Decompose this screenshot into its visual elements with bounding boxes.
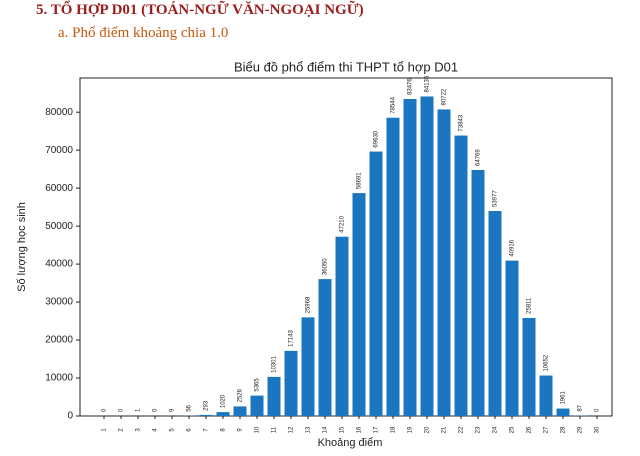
bar <box>488 211 502 416</box>
value-label: 9 <box>170 408 176 412</box>
x-tick-label: 23 <box>476 426 482 433</box>
value-label: 1 <box>136 408 142 412</box>
x-tick-label: 10 <box>255 426 261 433</box>
x-tick-label: 13 <box>306 426 312 433</box>
x-tick-label: 28 <box>561 426 567 433</box>
x-tick-label: 25 <box>510 426 516 433</box>
value-label: 69630 <box>374 130 380 147</box>
x-tick-label: 17 <box>374 426 380 433</box>
value-label: 84135 <box>425 75 431 92</box>
bar <box>352 193 366 416</box>
x-tick-label: 3 <box>136 428 142 432</box>
value-label: 0 <box>595 408 601 412</box>
x-tick-label: 20 <box>425 426 431 433</box>
bar <box>301 317 315 416</box>
y-tick-label: 40000 <box>45 259 73 270</box>
bar <box>199 414 213 416</box>
x-tick-label: 7 <box>204 428 210 432</box>
x-tick-label: 6 <box>187 428 193 432</box>
value-label: 0 <box>153 408 159 412</box>
x-tick-label: 18 <box>391 426 397 433</box>
value-label: 78544 <box>391 96 397 113</box>
value-label: 25968 <box>306 296 312 313</box>
bar <box>216 412 230 416</box>
x-tick-label: 26 <box>527 426 533 433</box>
y-tick-label: 50000 <box>45 221 73 232</box>
x-tick-label: 9 <box>238 428 244 432</box>
value-label: 1961 <box>561 391 567 405</box>
x-tick-label: 15 <box>340 426 346 433</box>
value-label: 10652 <box>544 354 550 371</box>
bar <box>454 135 468 416</box>
x-tick-label: 14 <box>323 426 329 433</box>
y-tick-label: 0 <box>67 411 73 422</box>
value-label: 87 <box>578 404 584 411</box>
value-label: 0 <box>102 408 108 412</box>
x-tick-label: 1 <box>102 428 108 432</box>
y-tick-label: 10000 <box>45 373 73 384</box>
x-tick-label: 16 <box>357 426 363 433</box>
value-label: 0 <box>119 408 125 412</box>
x-tick-label: 24 <box>493 426 499 433</box>
value-label: 80722 <box>442 88 448 105</box>
x-tick-label: 21 <box>442 426 448 433</box>
value-label: 40916 <box>510 239 516 256</box>
value-label: 1020 <box>221 394 227 408</box>
bar <box>284 350 298 416</box>
x-axis-label: Khoảng điểm <box>318 437 383 449</box>
x-tick-label: 29 <box>578 426 584 433</box>
y-tick-label: 20000 <box>45 335 73 346</box>
bar <box>556 408 570 416</box>
x-tick-label: 11 <box>272 426 278 433</box>
value-label: 58691 <box>357 172 363 189</box>
value-label: 17143 <box>289 330 295 347</box>
x-tick-label: 8 <box>221 428 227 432</box>
x-tick-label: 19 <box>408 426 414 433</box>
bar <box>437 109 451 416</box>
value-label: 53977 <box>493 190 499 207</box>
x-tick-label: 27 <box>544 426 550 433</box>
chart-title: Biểu đồ phổ điểm thi THPT tổ hợp D01 <box>234 59 458 74</box>
value-label: 83476 <box>408 78 414 95</box>
bar <box>369 151 383 416</box>
value-label: 73843 <box>459 114 465 131</box>
x-tick-label: 12 <box>289 426 295 433</box>
bar <box>318 279 332 416</box>
bar <box>233 406 247 416</box>
x-tick-label: 30 <box>595 426 601 433</box>
y-tick-label: 80000 <box>45 107 73 118</box>
y-axis-label: Số lượng học sinh <box>16 202 28 292</box>
bar <box>403 98 417 416</box>
bar <box>420 96 434 416</box>
value-label: 56 <box>187 404 193 411</box>
subheading: a. Phổ điểm khoảng chia 1.0 <box>58 25 229 41</box>
bar <box>335 236 349 416</box>
x-tick-label: 4 <box>153 428 159 432</box>
y-tick-label: 70000 <box>45 145 73 156</box>
value-label: 5365 <box>255 378 261 392</box>
bar <box>471 170 485 416</box>
heading: 5. TỔ HỢP D01 (TOÁN-NGỮ VĂN-NGOẠI NGỮ) <box>36 2 364 18</box>
bar <box>522 317 536 416</box>
x-tick-label: 2 <box>119 428 125 432</box>
bar <box>267 376 281 416</box>
bar <box>539 375 553 416</box>
y-tick-label: 60000 <box>45 183 73 194</box>
value-label: 2526 <box>238 388 244 402</box>
y-tick-label: 30000 <box>45 297 73 308</box>
value-label: 36050 <box>323 258 329 275</box>
bar <box>505 260 519 416</box>
x-tick-label: 5 <box>170 428 176 432</box>
value-label: 293 <box>204 400 210 411</box>
value-label: 47210 <box>340 215 346 232</box>
bar <box>386 117 400 417</box>
value-label: 10301 <box>272 356 278 373</box>
value-label: 64769 <box>476 149 482 166</box>
x-tick-label: 22 <box>459 426 465 433</box>
value-label: 25811 <box>527 297 533 314</box>
bar <box>250 395 264 416</box>
